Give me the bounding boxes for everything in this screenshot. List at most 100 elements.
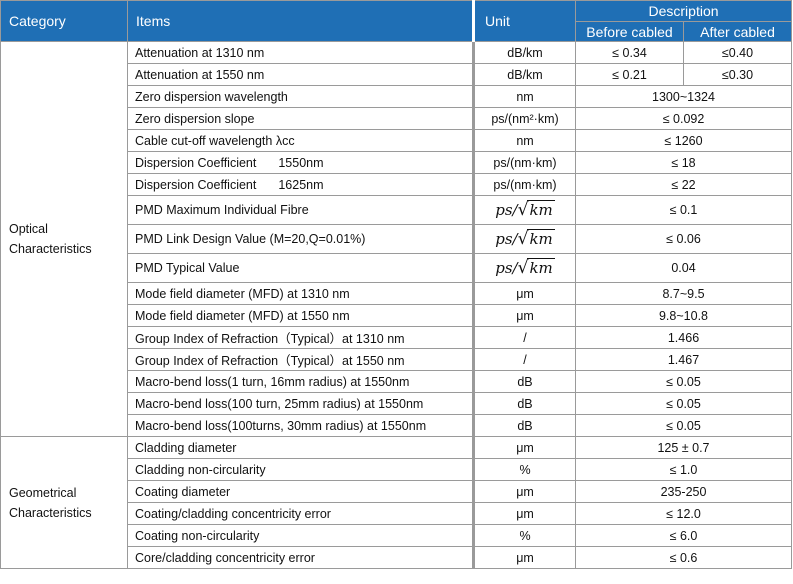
value-cell: ≤ 18: [575, 151, 792, 174]
item-cell: Coating diameter: [127, 480, 474, 503]
item-cell: PMD Maximum Individual Fibre: [127, 195, 474, 225]
unit-cell: μm: [472, 480, 576, 503]
item-cell: Coating/cladding concentricity error: [127, 502, 474, 525]
table-row: Macro-bend loss(1 turn, 16mm radius) at …: [1, 370, 792, 393]
item-cell: Group Index of Refraction（Typical）at 131…: [127, 326, 474, 349]
item-cell: Core/cladding concentricity error: [127, 546, 474, 569]
table-row: PMD Typical Value ps/√km 0.04: [1, 253, 792, 283]
header-unit: Unit: [472, 0, 576, 42]
item-cell: Macro-bend loss(100turns, 30mm radius) a…: [127, 414, 474, 437]
item-cell: Mode field diameter (MFD) at 1550 nm: [127, 304, 474, 327]
value-cell: ≤ 0.092: [575, 107, 792, 130]
value-cell: ≤ 0.05: [575, 392, 792, 415]
unit-radicand: km: [527, 229, 555, 248]
value-cell: ≤ 0.6: [575, 546, 792, 569]
unit-cell: ps/(nm·km): [472, 151, 576, 174]
unit-cell: μm: [472, 546, 576, 569]
value-cell: 0.04: [575, 253, 792, 283]
table-row: Attenuation at 1550 nm dB/km ≤ 0.21 ≤0.3…: [1, 63, 792, 86]
table-row: Geometrical Characteristics Cladding dia…: [0, 436, 792, 569]
value-cell: ≤ 0.05: [575, 370, 792, 393]
unit-cell: ps/(nm·km): [472, 173, 576, 196]
sqrt-icon: √: [517, 200, 529, 220]
item-cell: Mode field diameter (MFD) at 1310 nm: [127, 282, 474, 305]
header-category: Category: [0, 0, 128, 42]
table-row: Mode field diameter (MFD) at 1310 nm μm …: [1, 282, 792, 305]
item-cell: Zero dispersion wavelength: [127, 85, 474, 108]
table-row: Group Index of Refraction（Typical）at 131…: [1, 326, 792, 349]
unit-numerator: ps: [495, 201, 513, 219]
unit-cell: dB: [472, 370, 576, 393]
item-cell: Dispersion Coefficient 1550nm: [127, 151, 474, 174]
item-cell: PMD Typical Value: [127, 253, 474, 283]
header-description: Description: [575, 0, 792, 22]
item-cell: Zero dispersion slope: [127, 107, 474, 130]
item-cell: Dispersion Coefficient 1625nm: [127, 173, 474, 196]
unit-cell: /: [472, 326, 576, 349]
spec-table: Category Items Unit Description Before c…: [0, 0, 792, 569]
before-cabled-cell: ≤ 0.34: [575, 41, 684, 64]
table-row: Cladding non-circularity % ≤ 1.0: [1, 458, 792, 481]
item-cell: Cable cut-off wavelength λcc: [127, 129, 474, 152]
unit-cell: %: [472, 458, 576, 481]
after-cabled-cell: ≤0.30: [683, 63, 792, 86]
value-cell: ≤ 6.0: [575, 524, 792, 547]
unit-radicand: km: [527, 258, 555, 277]
value-cell: 125 ± 0.7: [575, 436, 792, 459]
item-cell: PMD Link Design Value (M=20,Q=0.01%): [127, 224, 474, 254]
item-cell: Attenuation at 1310 nm: [127, 41, 474, 64]
item-cell: Coating non-circularity: [127, 524, 474, 547]
table-row: PMD Maximum Individual Fibre ps/√km ≤ 0.…: [1, 195, 792, 225]
unit-cell: /: [472, 348, 576, 371]
header-items: Items: [127, 0, 474, 42]
unit-numerator: ps: [495, 230, 513, 248]
unit-cell: ps/(nm²·km): [472, 107, 576, 130]
unit-cell: μm: [472, 502, 576, 525]
table-row: Cable cut-off wavelength λcc nm ≤ 1260: [1, 129, 792, 152]
table-row: Optical Characteristics Attenuation at 1…: [0, 41, 792, 437]
value-cell: ≤ 12.0: [575, 502, 792, 525]
value-cell: ≤ 0.06: [575, 224, 792, 254]
table-row: Core/cladding concentricity error μm ≤ 0…: [1, 546, 792, 569]
header-before-cabled: Before cabled: [575, 21, 684, 42]
table-row: Coating non-circularity % ≤ 6.0: [1, 524, 792, 547]
unit-cell: dB/km: [472, 63, 576, 86]
after-cabled-cell: ≤0.40: [683, 41, 792, 64]
unit-cell: nm: [472, 129, 576, 152]
item-cell: Cladding diameter: [127, 436, 474, 459]
value-cell: ≤ 1.0: [575, 458, 792, 481]
table-row: Mode field diameter (MFD) at 1550 nm μm …: [1, 304, 792, 327]
item-label: Dispersion Coefficient: [135, 177, 257, 192]
before-cabled-cell: ≤ 0.21: [575, 63, 684, 86]
item-wavelength: 1625nm: [278, 177, 324, 192]
unit-cell: μm: [472, 282, 576, 305]
unit-formula: ps/√km: [495, 229, 555, 249]
item-cell: Attenuation at 1550 nm: [127, 63, 474, 86]
value-cell: 1300~1324: [575, 85, 792, 108]
table-row: Macro-bend loss(100turns, 30mm radius) a…: [1, 414, 792, 437]
unit-cell: ps/√km: [472, 253, 576, 283]
unit-formula: ps/√km: [495, 200, 555, 220]
unit-cell: ps/√km: [472, 195, 576, 225]
item-label: Dispersion Coefficient: [135, 155, 257, 170]
unit-cell: μm: [472, 436, 576, 459]
unit-cell: dB: [472, 392, 576, 415]
category-optical: Optical Characteristics: [0, 41, 128, 437]
value-cell: ≤ 0.1: [575, 195, 792, 225]
sqrt-icon: √: [517, 229, 529, 249]
header-after-cabled: After cabled: [683, 21, 792, 42]
item-cell: Macro-bend loss(1 turn, 16mm radius) at …: [127, 370, 474, 393]
category-geometrical: Geometrical Characteristics: [0, 436, 128, 569]
value-cell: ≤ 0.05: [575, 414, 792, 437]
unit-numerator: ps: [495, 259, 513, 277]
value-cell: 9.8~10.8: [575, 304, 792, 327]
value-cell: 235-250: [575, 480, 792, 503]
table-row: Macro-bend loss(100 turn, 25mm radius) a…: [1, 392, 792, 415]
value-cell: ≤ 1260: [575, 129, 792, 152]
unit-cell: nm: [472, 85, 576, 108]
table-row: Group Index of Refraction（Typical）at 155…: [1, 348, 792, 371]
item-cell: Cladding non-circularity: [127, 458, 474, 481]
unit-cell: dB: [472, 414, 576, 437]
unit-cell: %: [472, 524, 576, 547]
item-cell: Group Index of Refraction（Typical）at 155…: [127, 348, 474, 371]
